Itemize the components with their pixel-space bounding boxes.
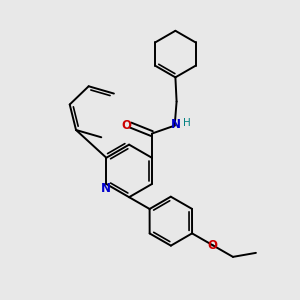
Text: N: N: [171, 118, 181, 131]
Text: O: O: [208, 239, 218, 252]
Text: H: H: [183, 118, 191, 128]
Text: O: O: [122, 118, 132, 131]
Text: N: N: [101, 182, 111, 195]
